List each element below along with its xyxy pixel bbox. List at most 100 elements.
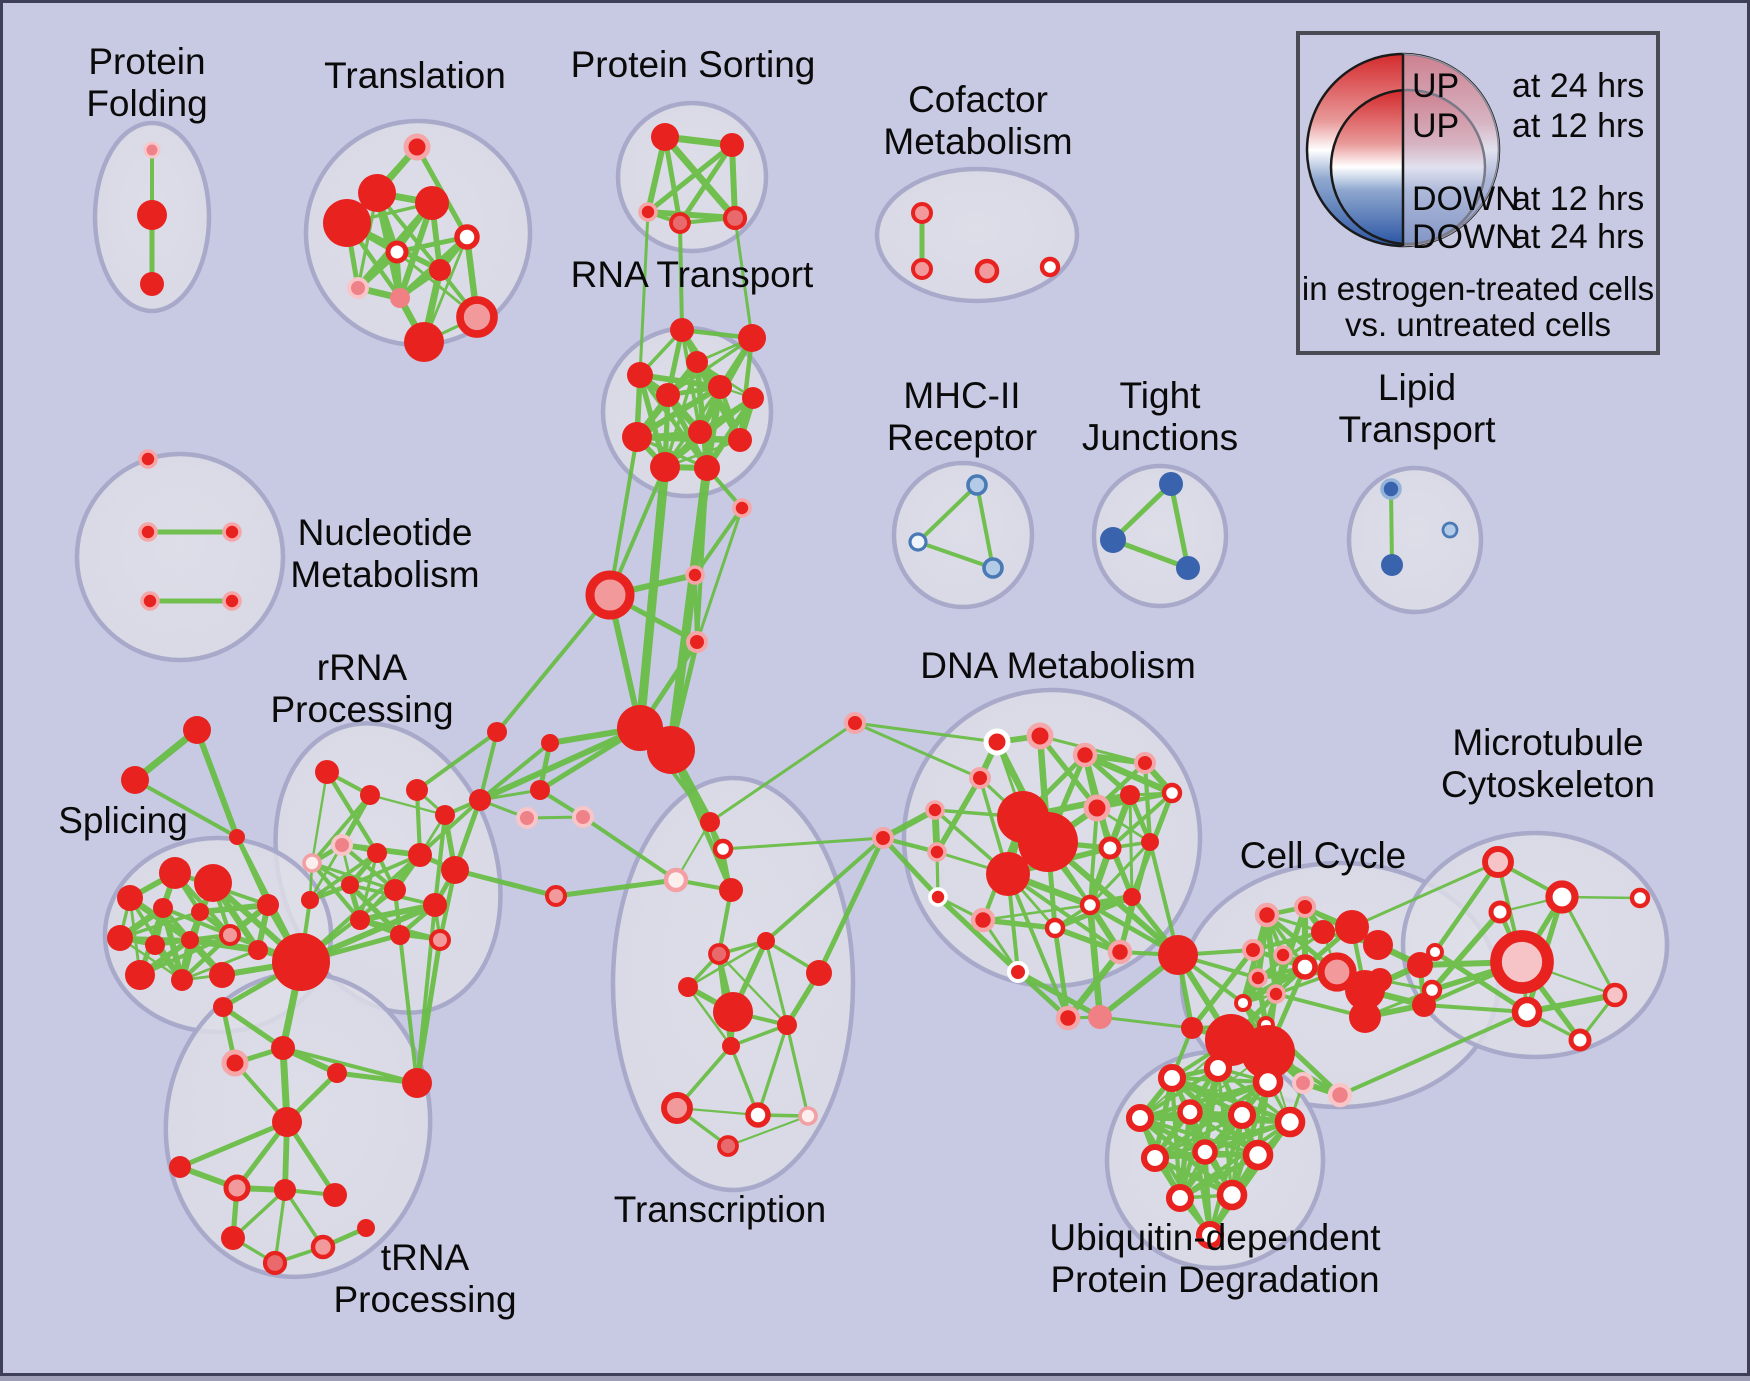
network-edge bbox=[686, 985, 733, 1048]
network-node-rt11 bbox=[694, 455, 720, 481]
network-edge bbox=[477, 725, 643, 803]
cluster-cofactor-metabolism bbox=[874, 166, 1080, 304]
cluster-label-trna-processing: tRNA bbox=[381, 1237, 470, 1278]
network-node-cc7 bbox=[1292, 954, 1318, 980]
network-node-cc5 bbox=[1242, 939, 1264, 961]
network-node-c2 bbox=[271, 1036, 295, 1060]
network-node-sp8 bbox=[219, 924, 241, 946]
network-node-m6 bbox=[1602, 982, 1628, 1008]
network-node-m3 bbox=[1426, 943, 1444, 961]
network-edge bbox=[432, 812, 448, 908]
network-node-pk1 bbox=[1327, 1082, 1353, 1108]
network-node-li1 bbox=[1381, 554, 1403, 576]
network-node-d24 bbox=[1007, 961, 1029, 983]
network-node-tr9 bbox=[456, 296, 498, 338]
network-node-d17 bbox=[1123, 888, 1141, 906]
network-edge bbox=[281, 1046, 419, 1085]
network-node-sp1 bbox=[194, 864, 232, 902]
cluster-label-cofactor-metabolism: Metabolism bbox=[883, 121, 1072, 162]
legend-time-3: at 24 hrs bbox=[1512, 218, 1644, 256]
network-edge bbox=[1250, 929, 1326, 953]
network-edge bbox=[661, 133, 739, 222]
network-node-sp5 bbox=[107, 925, 133, 951]
cluster-label-protein-folding: Folding bbox=[86, 83, 207, 124]
network-node-d6 bbox=[1120, 785, 1140, 805]
network-edge bbox=[645, 209, 738, 221]
network-node-b3 bbox=[221, 1226, 245, 1250]
network-edge bbox=[608, 435, 639, 597]
network-node-d4 bbox=[925, 800, 945, 820]
network-edge bbox=[1110, 537, 1191, 571]
network-node-cc11 bbox=[1266, 984, 1286, 1004]
cluster-label-trna-processing: Processing bbox=[333, 1279, 516, 1320]
network-edge bbox=[1429, 909, 1503, 993]
cluster-label-microtubule-cytoskeleton: Microtubule bbox=[1452, 722, 1643, 763]
legend-time-1: at 12 hrs bbox=[1512, 107, 1644, 145]
network-node-sp11 bbox=[209, 962, 235, 988]
network-edge bbox=[708, 721, 857, 824]
network-node-k1 bbox=[469, 789, 491, 811]
network-node-sp7 bbox=[181, 931, 199, 949]
cluster-label-tight-junctions: Tight bbox=[1120, 375, 1202, 416]
network-node-h9 bbox=[732, 498, 752, 518]
network-node-rr15 bbox=[429, 929, 451, 951]
network-node-tb bbox=[121, 766, 149, 794]
network-node-d1 bbox=[1026, 722, 1054, 750]
network-node-ps1 bbox=[720, 133, 744, 157]
network-node-tr6 bbox=[429, 259, 451, 281]
network-edge bbox=[358, 851, 379, 922]
cluster-label-transcription: Transcription bbox=[614, 1189, 826, 1230]
network-node-sp2 bbox=[117, 885, 143, 911]
network-node-ps3 bbox=[669, 212, 691, 234]
network-node-rr1 bbox=[360, 785, 380, 805]
network-node-tr5 bbox=[385, 240, 409, 264]
network-node-ps0 bbox=[651, 123, 679, 151]
network-node-sp12 bbox=[248, 940, 268, 960]
network-node-rr5 bbox=[302, 853, 322, 873]
network-node-pf0 bbox=[143, 141, 161, 159]
network-node-c5 bbox=[272, 1107, 302, 1137]
network-edge bbox=[880, 835, 941, 900]
legend-time-2: at 12 hrs bbox=[1512, 180, 1644, 218]
network-node-cc19 bbox=[1181, 1017, 1203, 1039]
network-node-c0 bbox=[213, 997, 233, 1017]
network-edge bbox=[1338, 1010, 1529, 1097]
network-edge bbox=[853, 721, 982, 780]
network-node-cc12 bbox=[1234, 994, 1252, 1012]
network-edge bbox=[310, 793, 372, 865]
network-edge bbox=[645, 142, 735, 215]
network-node-cc13 bbox=[1349, 1001, 1381, 1033]
network-edge bbox=[717, 952, 789, 1027]
network-edge bbox=[756, 1023, 789, 1117]
network-edge bbox=[916, 540, 995, 570]
network-node-x2 bbox=[663, 867, 689, 893]
network-node-x8 bbox=[713, 992, 753, 1032]
network-node-mh0 bbox=[966, 474, 988, 496]
network-edge bbox=[764, 836, 885, 943]
network-edge bbox=[177, 1119, 290, 1170]
network-node-b2 bbox=[323, 1183, 347, 1207]
network-node-m9 bbox=[1568, 1028, 1592, 1052]
network-node-u8 bbox=[1192, 1139, 1218, 1165]
network-node-rt2 bbox=[627, 362, 653, 388]
network-node-rr12 bbox=[350, 910, 370, 930]
network-node-d7 bbox=[872, 827, 894, 849]
network-edge bbox=[721, 836, 885, 851]
network-node-co3 bbox=[1039, 256, 1061, 278]
network-edge bbox=[934, 775, 983, 855]
network-node-d8 bbox=[927, 842, 947, 862]
network-node-sp3 bbox=[153, 898, 173, 918]
network-edge bbox=[703, 394, 757, 472]
network-edge bbox=[693, 506, 744, 577]
network-edge bbox=[816, 835, 886, 976]
network-node-tr1 bbox=[358, 174, 396, 212]
network-node-x15 bbox=[545, 885, 567, 907]
network-node-m8 bbox=[1629, 887, 1651, 909]
network-node-u11 bbox=[1216, 1179, 1248, 1211]
network-edge bbox=[785, 1023, 810, 1118]
network-edge bbox=[1081, 751, 1176, 797]
network-node-x13 bbox=[798, 1106, 818, 1126]
